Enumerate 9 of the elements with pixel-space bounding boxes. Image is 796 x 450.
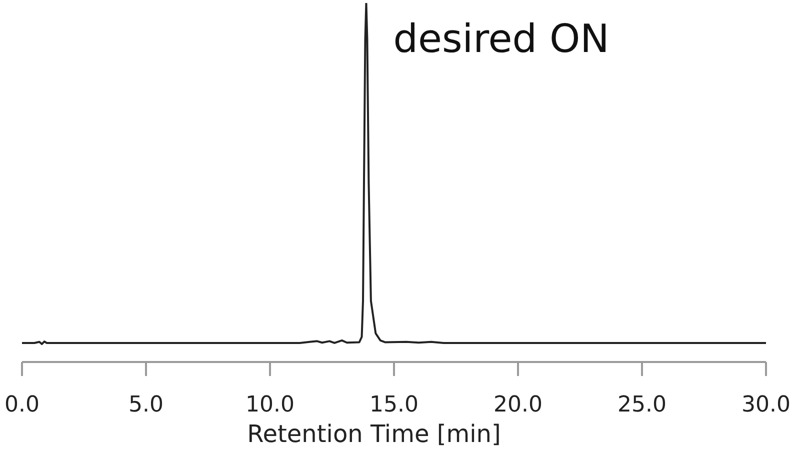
x-tick-label: 10.0 [246,392,294,418]
x-tick-label: 20.0 [494,392,542,418]
x-tick-label: 0.0 [4,392,40,418]
x-tick-label: 5.0 [128,392,164,418]
annotation: desired ON [393,17,610,62]
x-tick-label: 30.0 [742,392,790,418]
x-tick-label: 25.0 [618,392,666,418]
x-axis-title: Retention Time [min] [247,420,501,448]
x-tick-label: 15.0 [370,392,418,418]
